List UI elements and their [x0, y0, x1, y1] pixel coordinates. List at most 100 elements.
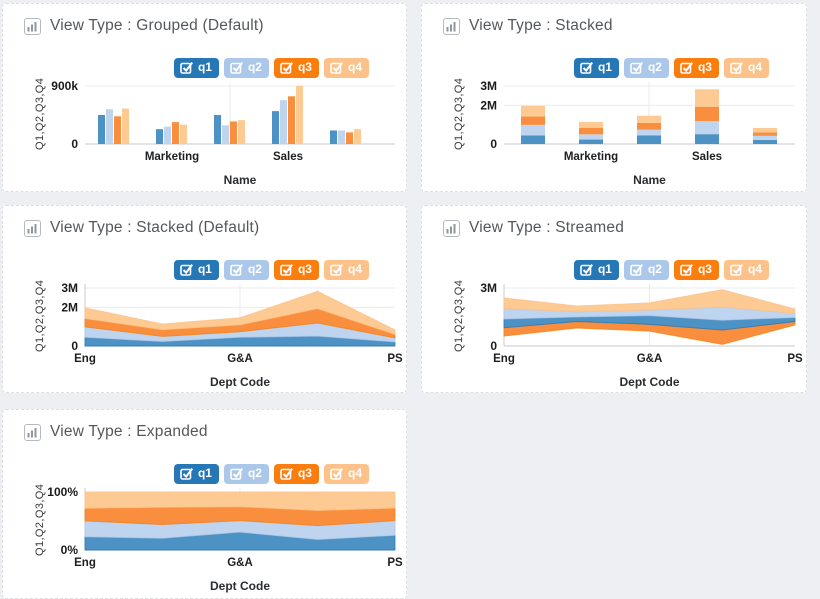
y-tick-label: 2M [480, 98, 497, 112]
card-header: View Type : Streamed [443, 219, 624, 237]
area-q4 [84, 491, 396, 511]
bar-q2 [164, 126, 171, 144]
legend-q3-button[interactable]: q3 [673, 260, 719, 280]
chart-canvas: 0 2M 3M Eng G&A PS Dept Code [61, 281, 403, 389]
bar-q1 [330, 130, 337, 144]
card-title: View Type : Stacked [469, 17, 613, 34]
bar-segment-q4 [521, 105, 545, 117]
x-axis-title: Dept Code [210, 579, 270, 593]
legend-q1-button[interactable]: q1 [173, 260, 219, 280]
legend-label: q3 [297, 466, 312, 480]
legend-label: q2 [247, 262, 262, 276]
chart-canvas: 0 900k Marketing Sales Name [51, 79, 395, 187]
legend-label: q2 [647, 262, 662, 276]
y-tick-label: 3M [61, 281, 78, 295]
card-title: View Type : Streamed [469, 219, 625, 236]
legend-q3-button[interactable]: q3 [273, 464, 319, 484]
bar-segment-q2 [637, 129, 661, 136]
bar-chart-icon [443, 17, 460, 35]
legend-label: q4 [747, 262, 762, 276]
card-header: View Type : Expanded [24, 423, 208, 441]
checkbox-checked-icon [330, 264, 343, 276]
y-tick-label: 3M [480, 79, 497, 93]
bar-chart-icon [24, 219, 41, 237]
bar-chart-icon [443, 219, 460, 237]
checkbox-checked-icon [280, 62, 293, 74]
legend-q4-button[interactable]: q4 [323, 260, 369, 280]
legend-q1-button[interactable]: q1 [573, 260, 619, 280]
legend-q4-button[interactable]: q4 [723, 58, 769, 78]
category-label: G&A [637, 353, 663, 365]
bar-segment-q2 [753, 135, 777, 140]
legend-q2-button[interactable]: q2 [223, 464, 269, 484]
bar-segment-q3 [637, 122, 661, 130]
x-axis-title: Dept Code [620, 375, 680, 389]
bar-q3 [346, 132, 353, 144]
chart-card-expanded: View Type : Expanded q1 q2 q3 q4 Q1,Q2,Q3,Q… [2, 409, 407, 599]
category-label: G&A [227, 557, 253, 569]
card-title: View Type : Expanded [50, 423, 208, 440]
legend-q4-button[interactable]: q4 [323, 58, 369, 78]
chart-canvas: 0 3M Eng G&A PS Dept Code [480, 281, 803, 389]
chart-card-stacked-bar: View Type : Stacked q1 q2 q3 q4 Q1,Q2,Q3,Q4… [421, 3, 807, 192]
category-label: Marketing [564, 151, 618, 163]
bar-q2 [338, 130, 345, 144]
legend-q1-button[interactable]: q1 [173, 58, 219, 78]
checkbox-checked-icon [680, 62, 693, 74]
legend-q2-button[interactable]: q2 [623, 260, 669, 280]
card-header: View Type : Stacked (Default) [24, 219, 259, 237]
legend: q1 q2 q3 q4 [169, 260, 369, 280]
category-label: Eng [74, 353, 96, 365]
y-tick-label: 0% [61, 543, 79, 557]
legend-q2-button[interactable]: q2 [223, 260, 269, 280]
legend-q3-button[interactable]: q3 [273, 260, 319, 280]
checkbox-checked-icon [180, 62, 193, 74]
category-label: G&A [227, 353, 253, 365]
legend-label: q1 [597, 60, 612, 74]
x-axis-title: Name [633, 173, 666, 187]
bar-q4 [296, 86, 303, 144]
checkbox-checked-icon [230, 264, 243, 276]
chart-canvas: 0% 100% Eng G&A PS Dept Code [47, 485, 403, 593]
legend: q1 q2 q3 q4 [569, 260, 769, 280]
bar-q1 [272, 111, 279, 144]
checkbox-checked-icon [180, 264, 193, 276]
y-tick-label: 0 [490, 137, 497, 151]
bar-q4 [180, 124, 187, 144]
legend-q1-button[interactable]: q1 [573, 58, 619, 78]
checkbox-checked-icon [680, 264, 693, 276]
chart-card-stacked-area: View Type : Stacked (Default) q1 q2 q3 q4 Q… [2, 205, 407, 393]
bar-segment-q3 [695, 106, 719, 121]
legend-label: q1 [197, 466, 212, 480]
checkbox-checked-icon [330, 62, 343, 74]
legend-label: q3 [697, 60, 712, 74]
legend-q4-button[interactable]: q4 [723, 260, 769, 280]
legend: q1 q2 q3 q4 [569, 58, 769, 78]
y-tick-label: 2M [61, 300, 78, 314]
y-tick-label: 0 [490, 339, 497, 353]
legend-q3-button[interactable]: q3 [273, 58, 319, 78]
bar-segment-q4 [695, 89, 719, 107]
card-title: View Type : Stacked (Default) [50, 219, 260, 236]
checkbox-checked-icon [280, 468, 293, 480]
bar-q1 [156, 129, 163, 144]
legend-q1-button[interactable]: q1 [173, 464, 219, 484]
legend-q3-button[interactable]: q3 [673, 58, 719, 78]
legend-q4-button[interactable]: q4 [323, 464, 369, 484]
legend-label: q4 [347, 60, 362, 74]
y-tick-label: 100% [47, 485, 78, 499]
legend-q2-button[interactable]: q2 [223, 58, 269, 78]
bar-q2 [106, 109, 113, 144]
x-axis-title: Name [224, 173, 257, 187]
category-label: Marketing [145, 151, 199, 163]
card-title: View Type : Grouped (Default) [50, 17, 264, 34]
chart-canvas: 0 2M 3M Marketing Sales Name [480, 79, 795, 187]
checkbox-checked-icon [730, 264, 743, 276]
checkbox-checked-icon [280, 264, 293, 276]
category-label: Sales [692, 151, 722, 163]
bar-segment-q4 [579, 121, 603, 128]
x-axis-title: Dept Code [210, 375, 270, 389]
bar-segment-q3 [753, 132, 777, 136]
bar-q1 [98, 115, 105, 144]
legend-q2-button[interactable]: q2 [623, 58, 669, 78]
